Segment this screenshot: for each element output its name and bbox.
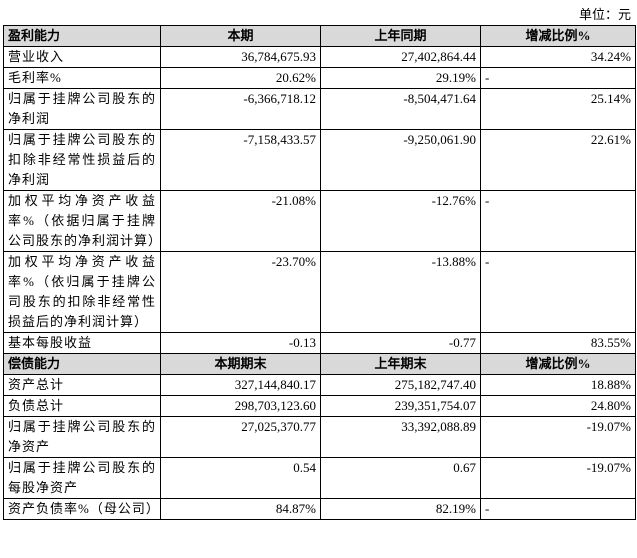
value-cell: 34.24%	[480, 46, 636, 68]
value-cell: 0.67	[320, 457, 481, 499]
row-label: 归属于挂牌公司股东的每股净资产	[3, 457, 161, 499]
value-cell: 18.88%	[480, 374, 636, 396]
value-cell: 22.61%	[480, 129, 636, 191]
row-label: 资产总计	[3, 374, 161, 396]
value-cell: 83.55%	[480, 332, 636, 354]
value-cell: -6,366,718.12	[160, 88, 321, 130]
value-cell: -12.76%	[320, 190, 481, 252]
value-cell: 327,144,840.17	[160, 374, 321, 396]
row-label: 归属于挂牌公司股东的净利润	[3, 88, 161, 130]
row-label: 归属于挂牌公司股东的净资产	[3, 416, 161, 458]
data-row: 加权平均净资产收益率%（依据归属于挂牌公司股东的净利润计算） -21.08% -12…	[3, 190, 636, 252]
data-row: 归属于挂牌公司股东的净利润 -6,366,718.12 -8,504,471.64 2…	[3, 88, 636, 130]
value-cell: -	[480, 190, 636, 252]
value-cell: -8,504,471.64	[320, 88, 481, 130]
value-cell: 24.80%	[480, 395, 636, 417]
value-cell: 27,402,864.44	[320, 46, 481, 68]
data-row: 毛利率% 20.62% 29.19% -	[3, 67, 636, 89]
data-row: 归属于挂牌公司股东的每股净资产 0.54 0.67 -19.07%	[3, 457, 636, 499]
value-cell: 36,784,675.93	[160, 46, 321, 68]
value-cell: -13.88%	[320, 251, 481, 333]
value-cell: -	[480, 251, 636, 333]
data-row: 加权平均净资产收益率%（依归属于挂牌公司股东的扣除非经常性损益后的净利润计算） -…	[3, 251, 636, 333]
value-cell: 82.19%	[320, 498, 481, 520]
row-label: 加权平均净资产收益率%（依据归属于挂牌公司股东的净利润计算）	[3, 190, 161, 252]
header-cell: 本期	[160, 25, 321, 47]
row-label: 营业收入	[3, 46, 161, 68]
value-cell: 275,182,747.40	[320, 374, 481, 396]
data-row: 资产总计 327,144,840.17 275,182,747.40 18.88%	[3, 374, 636, 396]
value-cell: 0.54	[160, 457, 321, 499]
header-cell: 本期期末	[160, 353, 321, 375]
header-cell: 增减比例%	[480, 353, 636, 375]
value-cell: -19.07%	[480, 416, 636, 458]
row-label: 归属于挂牌公司股东的扣除非经常性损益后的净利润	[3, 129, 161, 191]
value-cell: -21.08%	[160, 190, 321, 252]
value-cell: 27,025,370.77	[160, 416, 321, 458]
row-label: 负债总计	[3, 395, 161, 417]
value-cell: -0.13	[160, 332, 321, 354]
value-cell: 298,703,123.60	[160, 395, 321, 417]
header-cell: 上年期末	[320, 353, 481, 375]
value-cell: -0.77	[320, 332, 481, 354]
value-cell: -	[480, 498, 636, 520]
value-cell: 239,351,754.07	[320, 395, 481, 417]
header-row: 盈利能力 本期 上年同期 增减比例%	[3, 25, 636, 47]
value-cell: 33,392,088.89	[320, 416, 481, 458]
row-label: 资产负债率%（母公司）	[3, 498, 161, 520]
header-cell: 盈利能力	[3, 25, 161, 47]
header-row: 偿债能力 本期期末 上年期末 增减比例%	[3, 353, 636, 375]
data-row: 归属于挂牌公司股东的净资产 27,025,370.77 33,392,088.89-…	[3, 416, 636, 458]
value-cell: -	[480, 67, 636, 89]
data-row: 资产负债率%（母公司） 84.87% 82.19% -	[3, 498, 636, 520]
value-cell: 29.19%	[320, 67, 481, 89]
header-cell: 上年同期	[320, 25, 481, 47]
data-row: 营业收入 36,784,675.93 27,402,864.44 34.24%	[3, 46, 636, 68]
header-cell: 偿债能力	[3, 353, 161, 375]
value-cell: -7,158,433.57	[160, 129, 321, 191]
data-row: 基本每股收益 -0.13 -0.77 83.55%	[3, 332, 636, 354]
value-cell: -23.70%	[160, 251, 321, 333]
value-cell: -19.07%	[480, 457, 636, 499]
financial-table: 盈利能力 本期 上年同期 增减比例% 营业收入 36,784,675.93 27,402,8…	[3, 25, 636, 520]
row-label: 基本每股收益	[3, 332, 161, 354]
value-cell: 25.14%	[480, 88, 636, 130]
header-cell: 增减比例%	[480, 25, 636, 47]
row-label: 毛利率%	[3, 67, 161, 89]
data-row: 归属于挂牌公司股东的扣除非经常性损益后的净利润 -7,158,433.57 -9,2…	[3, 129, 636, 191]
unit-label: 单位：元	[578, 7, 631, 22]
data-row: 负债总计 298,703,123.60 239,351,754.07 24.80%	[3, 395, 636, 417]
value-cell: 84.87%	[160, 498, 321, 520]
value-cell: 20.62%	[160, 67, 321, 89]
row-label: 加权平均净资产收益率%（依归属于挂牌公司股东的扣除非经常性损益后的净利润计算）	[3, 251, 161, 333]
value-cell: -9,250,061.90	[320, 129, 481, 191]
